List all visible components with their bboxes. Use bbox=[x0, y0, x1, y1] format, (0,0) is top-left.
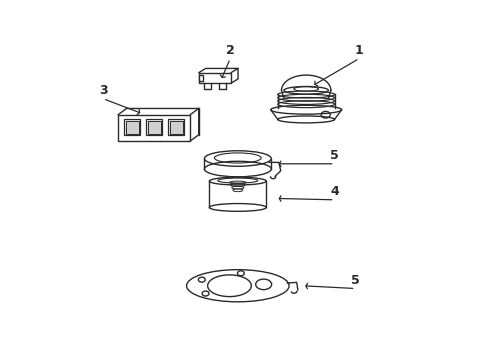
FancyBboxPatch shape bbox=[124, 119, 140, 135]
FancyBboxPatch shape bbox=[198, 75, 203, 81]
Text: 3: 3 bbox=[98, 84, 107, 97]
Text: 5: 5 bbox=[330, 149, 339, 162]
FancyBboxPatch shape bbox=[170, 121, 183, 134]
Text: 4: 4 bbox=[330, 185, 339, 198]
Text: 1: 1 bbox=[355, 44, 364, 57]
FancyBboxPatch shape bbox=[126, 121, 139, 134]
FancyBboxPatch shape bbox=[147, 119, 162, 135]
FancyBboxPatch shape bbox=[169, 119, 184, 135]
Text: 2: 2 bbox=[226, 44, 235, 57]
Text: 5: 5 bbox=[351, 274, 360, 287]
FancyBboxPatch shape bbox=[148, 121, 161, 134]
